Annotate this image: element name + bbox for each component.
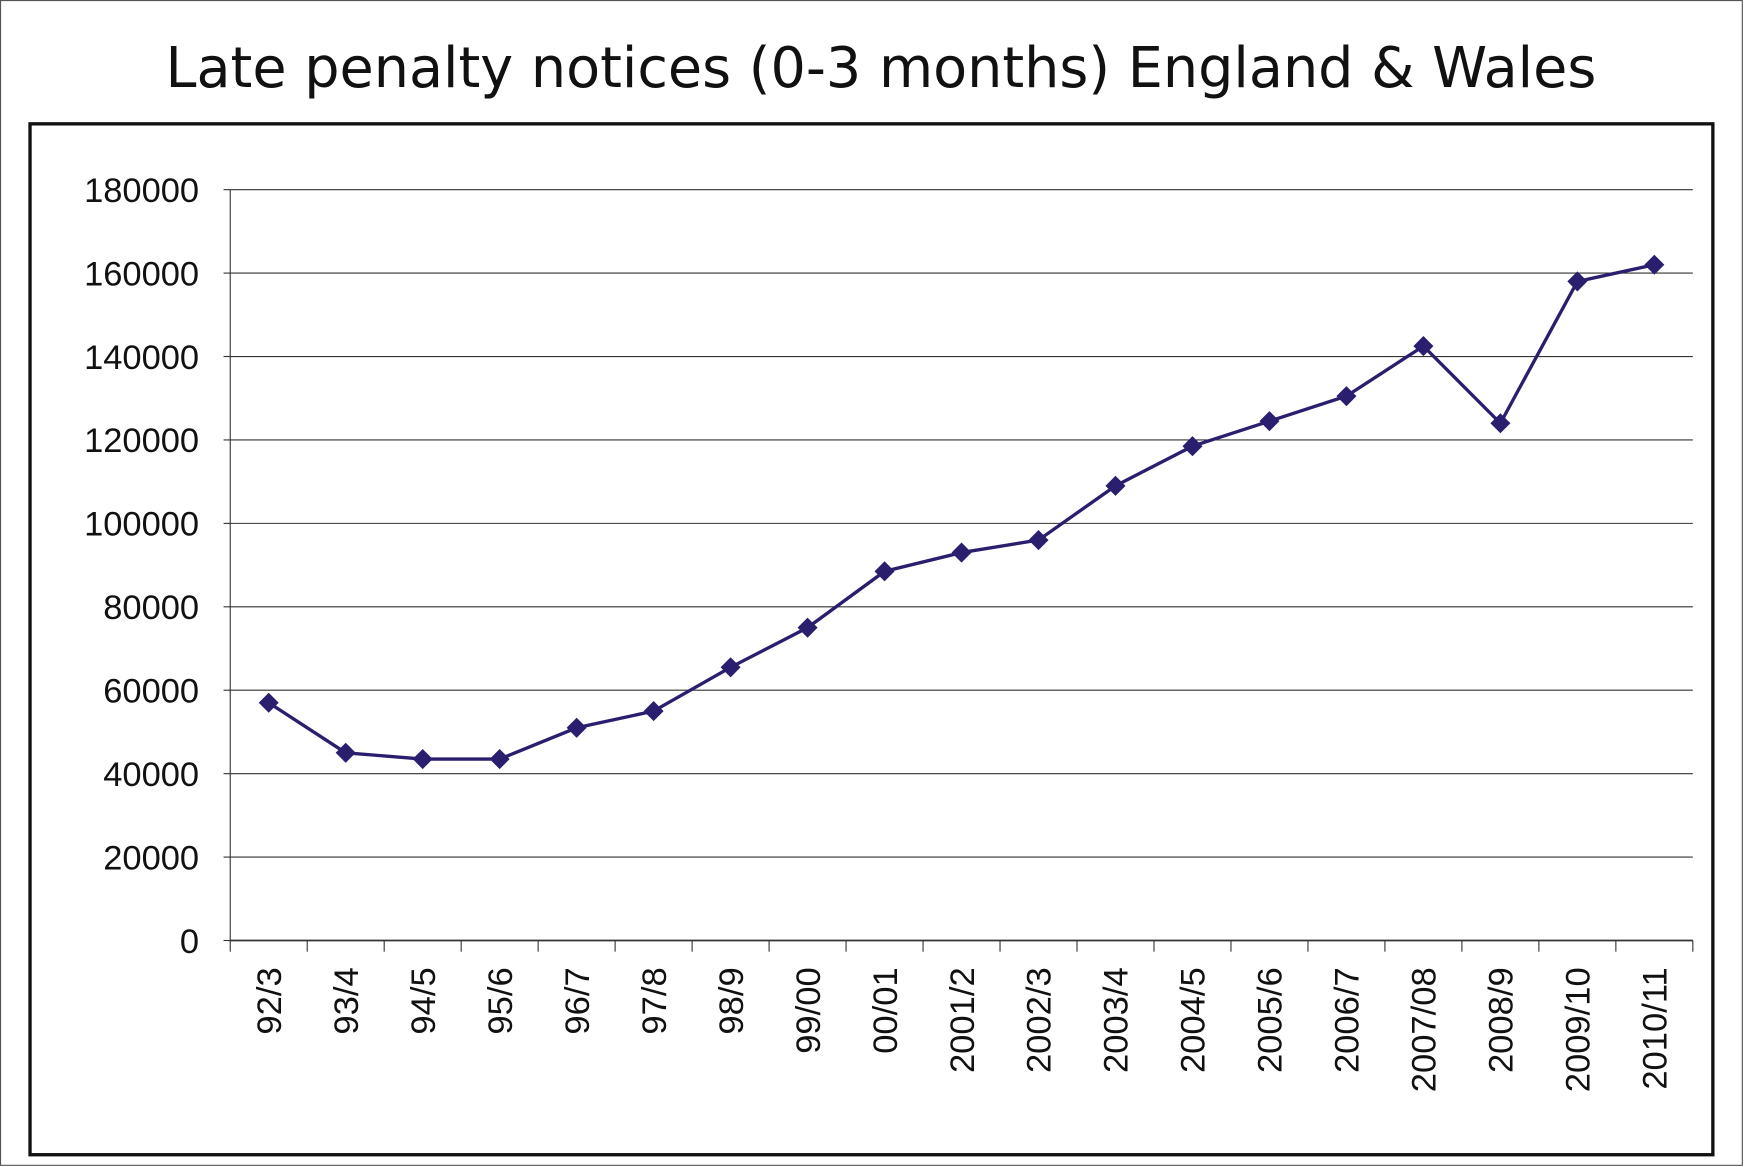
- data-point-marker: [1644, 254, 1665, 275]
- x-tick-label: 2003/4: [1098, 967, 1136, 1073]
- x-tick-label: 2004/5: [1175, 967, 1213, 1073]
- data-point-marker: [1028, 530, 1049, 551]
- plot-frame: [28, 122, 1715, 1157]
- y-tick-label: 180000: [84, 172, 199, 210]
- x-tick-label: 94/5: [405, 967, 443, 1034]
- y-tick-label: 40000: [103, 756, 199, 794]
- data-point-marker: [874, 561, 895, 582]
- x-tick-label: 2005/6: [1252, 967, 1290, 1073]
- data-point-marker: [720, 657, 741, 678]
- x-tick-label: 92/3: [251, 967, 289, 1034]
- data-point-marker: [951, 542, 972, 563]
- data-point-marker: [1490, 413, 1511, 434]
- data-point-marker: [797, 617, 818, 638]
- y-tick-label: 160000: [84, 255, 199, 293]
- x-tick-label: 2008/9: [1483, 967, 1521, 1073]
- data-point-marker: [1182, 436, 1203, 457]
- y-tick-label: 0: [180, 923, 199, 961]
- y-tick-label: 20000: [103, 839, 199, 877]
- data-point-marker: [1413, 336, 1434, 357]
- x-tick-label: 97/8: [636, 967, 674, 1034]
- series-line: [258, 254, 1665, 770]
- data-point-marker: [1567, 271, 1588, 292]
- x-tick-label: 96/7: [559, 967, 597, 1034]
- chart-title: Late penalty notices (0-3 months) Englan…: [165, 36, 1596, 101]
- data-point-marker: [412, 749, 433, 770]
- x-tick-label: 2010/11: [1637, 967, 1675, 1089]
- y-tick-label: 120000: [84, 422, 199, 460]
- y-tick-label: 80000: [103, 589, 199, 627]
- x-tick-label: 99/00: [790, 967, 828, 1054]
- data-point-marker: [566, 717, 587, 738]
- x-tick-label: 2001/2: [944, 967, 982, 1073]
- gridlines: [230, 189, 1693, 858]
- y-axis: 0 20000 40000 60000 80000 100000 120000 140000 1…: [84, 172, 231, 961]
- y-tick-label: 60000: [103, 672, 199, 710]
- y-tick-label: 100000: [84, 506, 199, 544]
- x-axis: 92/3 93/4 94/5 95/6 96/7 97/8 98/9 99/00 00/01 20…: [229, 939, 1694, 1092]
- x-tick-label: 2006/7: [1329, 967, 1367, 1073]
- x-tick-label: 93/4: [328, 967, 366, 1034]
- x-tick-label: 2002/3: [1021, 967, 1059, 1073]
- data-point-marker: [643, 701, 664, 722]
- x-tick-label: 98/9: [713, 967, 751, 1034]
- x-tick-label: 2009/10: [1560, 967, 1598, 1092]
- x-tick-label: 2007/08: [1406, 967, 1444, 1092]
- data-point-marker: [489, 749, 510, 770]
- y-tick-label: 140000: [84, 339, 199, 377]
- x-tick-label: 95/6: [482, 967, 520, 1034]
- x-tick-label: 00/01: [867, 967, 905, 1054]
